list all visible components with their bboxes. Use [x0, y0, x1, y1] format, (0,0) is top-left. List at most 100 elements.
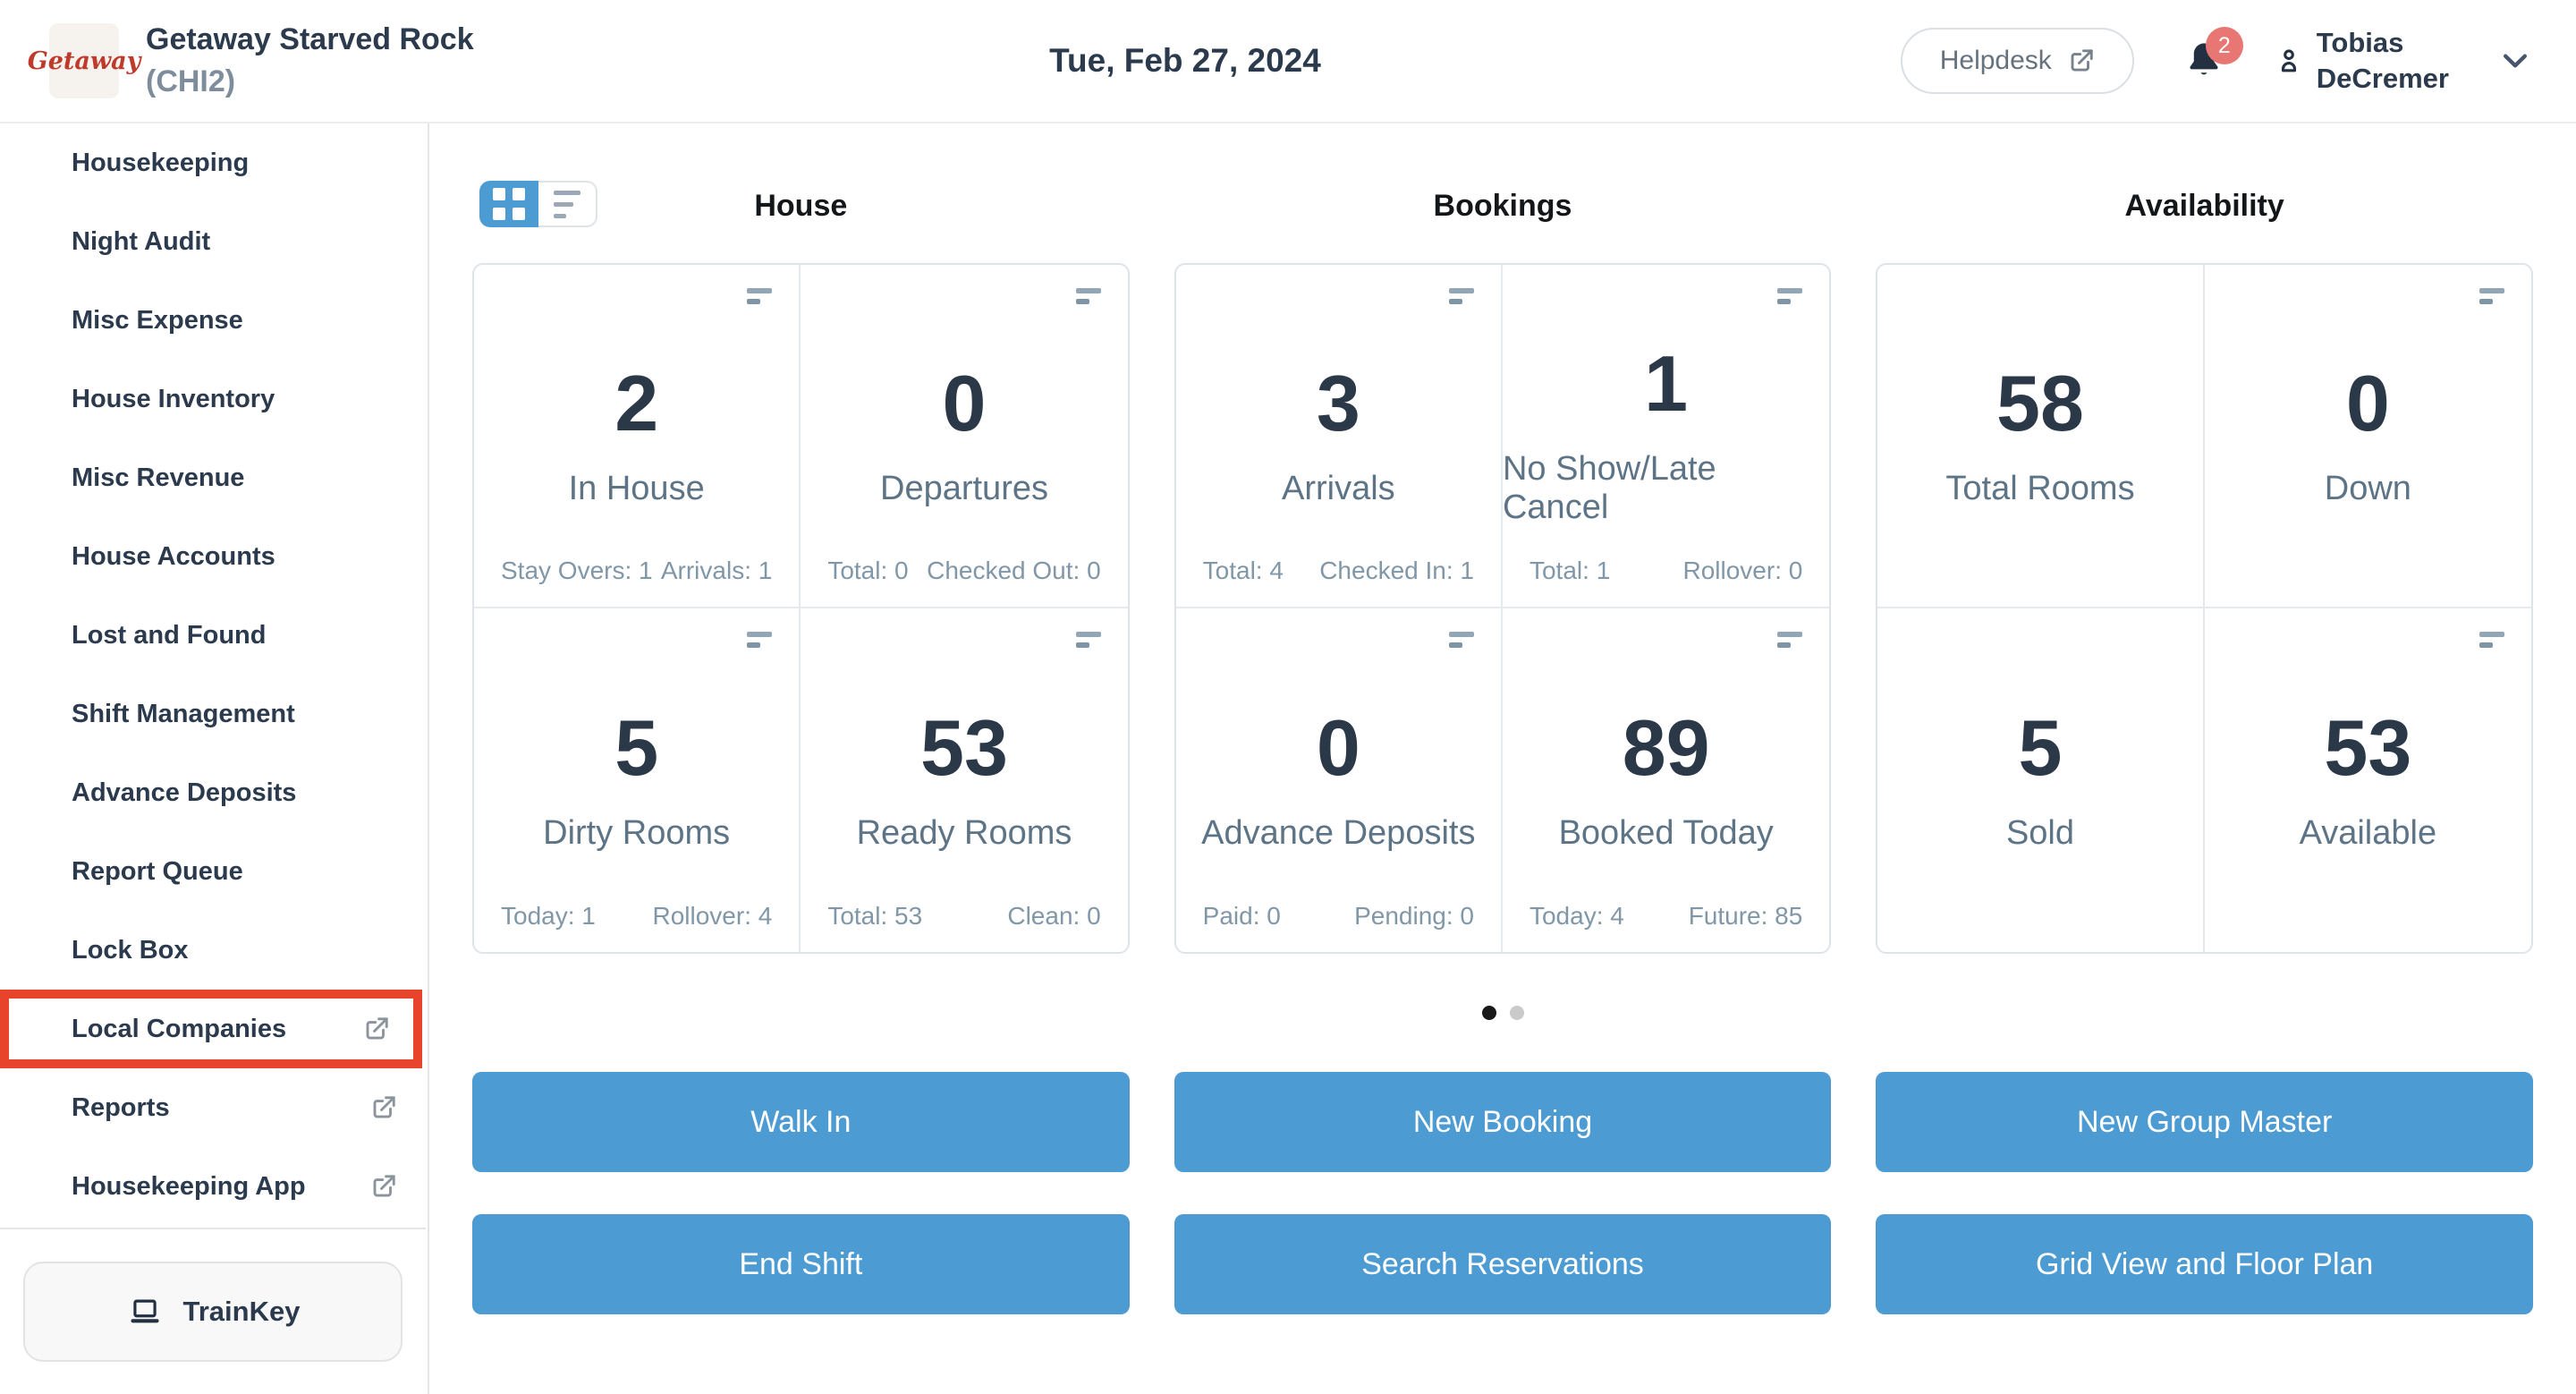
sidebar-item-housekeeping[interactable]: Housekeeping: [0, 123, 428, 202]
action-button-new-booking[interactable]: New Booking: [1174, 1072, 1832, 1172]
section-titles-row: House Bookings Availability: [472, 179, 2533, 233]
sidebar-item-label: House Inventory: [72, 384, 275, 413]
stat-label: Sold: [2005, 813, 2075, 852]
action-button-grid-view-and-floor-plan[interactable]: Grid View and Floor Plan: [1876, 1214, 2533, 1314]
external-link-icon: [366, 1017, 388, 1040]
card-menu-icon[interactable]: [1777, 288, 1803, 304]
user-menu[interactable]: Tobias DeCremer: [2274, 25, 2449, 98]
stat-card-dirty-rooms[interactable]: 5 Dirty Rooms Today: 1 Rollover: 4: [474, 608, 801, 952]
stat-detail-left: Today: 1: [501, 902, 596, 930]
action-button-search-reservations[interactable]: Search Reservations: [1174, 1214, 1832, 1314]
property-info: Getaway Starved Rock (CHI2): [146, 19, 474, 103]
property-name: Getaway Starved Rock: [146, 22, 474, 56]
sidebar-item-lock-box[interactable]: Lock Box: [0, 911, 428, 990]
stat-label: Booked Today: [1558, 813, 1774, 852]
sidebar-bottom-panel: TrainKey: [0, 1228, 426, 1394]
sidebar-item-report-queue[interactable]: Report Queue: [0, 832, 428, 911]
stat-label: Available: [2299, 813, 2437, 852]
sidebar-item-label: House Accounts: [72, 541, 275, 571]
laptop-icon: [130, 1299, 159, 1323]
stat-value: 0: [2345, 358, 2390, 447]
stat-card-group-bookings: 3 Arrivals Total: 4 Checked In: 1 1 No S…: [1174, 263, 1832, 954]
stat-detail-right: Future: 85: [1688, 902, 1803, 930]
sidebar-item-house-inventory[interactable]: House Inventory: [0, 360, 428, 438]
card-menu-icon[interactable]: [1075, 288, 1101, 304]
grid-view-toggle[interactable]: [479, 181, 538, 227]
stat-label: Ready Rooms: [856, 813, 1072, 852]
sidebar-item-misc-revenue[interactable]: Misc Revenue: [0, 438, 428, 517]
sidebar-item-label: Misc Revenue: [72, 463, 245, 492]
stat-card-sold[interactable]: 5 Sold: [1877, 608, 2205, 952]
carousel-dot-2[interactable]: [1509, 1006, 1524, 1020]
stat-card-down[interactable]: 0 Down: [2204, 265, 2531, 608]
card-menu-icon[interactable]: [1075, 632, 1101, 648]
stat-card-no-show-late-cancel[interactable]: 1 No Show/Late Cancel Total: 1 Rollover:…: [1502, 265, 1830, 608]
card-menu-icon[interactable]: [1448, 288, 1474, 304]
stat-card-departures[interactable]: 0 Departures Total: 0 Checked Out: 0: [801, 265, 1128, 608]
stat-card-booked-today[interactable]: 89 Booked Today Today: 4 Future: 85: [1503, 608, 1829, 952]
stat-detail-right: Rollover: 4: [652, 902, 773, 930]
sidebar-item-reports[interactable]: Reports: [0, 1068, 428, 1147]
sidebar-item-housekeeping-app[interactable]: Housekeeping App: [0, 1147, 428, 1226]
sidebar-item-house-accounts[interactable]: House Accounts: [0, 517, 428, 596]
stat-details: Today: 4 Future: 85: [1530, 902, 1802, 931]
stat-label: Departures: [880, 469, 1048, 507]
sidebar-item-night-audit[interactable]: Night Audit: [0, 202, 428, 281]
card-menu-icon[interactable]: [1448, 632, 1474, 648]
stat-detail-left: Stay Overs: 1: [501, 557, 653, 584]
external-link-icon: [373, 1175, 395, 1197]
notifications-button[interactable]: 2: [2182, 27, 2243, 84]
stat-card-group-availability: 58 Total Rooms 0 Down 5 Sold 53 Availabl…: [1876, 263, 2533, 954]
notification-badge: 2: [2205, 27, 2243, 64]
sidebar-item-misc-expense[interactable]: Misc Expense: [0, 281, 428, 360]
list-view-toggle[interactable]: [538, 181, 597, 227]
grid-view-icon: [493, 188, 525, 220]
carousel-dots: [472, 1006, 2533, 1020]
action-button-new-group-master[interactable]: New Group Master: [1876, 1072, 2533, 1172]
stat-label: Advance Deposits: [1201, 813, 1476, 852]
stat-value: 5: [614, 702, 659, 792]
sidebar-item-advance-deposits[interactable]: Advance Deposits: [0, 753, 428, 832]
chevron-down-icon[interactable]: [2497, 43, 2533, 79]
card-menu-icon[interactable]: [2479, 288, 2504, 304]
stat-details: Total: 53 Clean: 0: [827, 902, 1100, 931]
stat-card-arrivals[interactable]: 3 Arrivals Total: 4 Checked In: 1: [1175, 265, 1503, 608]
stat-value: 53: [2324, 702, 2412, 792]
trainkey-button[interactable]: TrainKey: [23, 1262, 402, 1362]
action-button-end-shift[interactable]: End Shift: [472, 1214, 1130, 1314]
stat-card-in-house[interactable]: 2 In House Stay Overs: 1 Arrivals: 1: [474, 265, 801, 608]
list-view-icon: [554, 190, 580, 218]
sidebar: Housekeeping Night Audit Misc Expense Ho…: [0, 123, 429, 1394]
stat-card-advance-deposits[interactable]: 0 Advance Deposits Paid: 0 Pending: 0: [1176, 608, 1503, 952]
card-menu-icon[interactable]: [1777, 632, 1803, 648]
stat-detail-right: Checked Out: 0: [927, 557, 1101, 584]
carousel-dot-1[interactable]: [1481, 1006, 1496, 1020]
card-menu-icon[interactable]: [747, 288, 773, 304]
app-logo[interactable]: Getaway: [28, 23, 140, 98]
stat-detail-left: Total: 0: [827, 557, 909, 584]
sidebar-item-label: Night Audit: [72, 226, 211, 256]
sidebar-item-shift-management[interactable]: Shift Management: [0, 675, 428, 753]
stat-details: Paid: 0 Pending: 0: [1203, 902, 1474, 931]
sidebar-item-label: Advance Deposits: [72, 778, 297, 807]
stat-card-total-rooms[interactable]: 58 Total Rooms: [1877, 265, 2205, 608]
current-date: Tue, Feb 27, 2024: [1049, 42, 1321, 79]
helpdesk-button[interactable]: Helpdesk: [1900, 28, 2134, 94]
stat-card-ready-rooms[interactable]: 53 Ready Rooms Total: 53 Clean: 0: [801, 608, 1127, 952]
stat-value: 0: [942, 358, 987, 447]
sidebar-item-local-companies[interactable]: Local Companies: [0, 990, 422, 1068]
action-button-walk-in[interactable]: Walk In: [472, 1072, 1130, 1172]
stat-value: 0: [1316, 702, 1360, 792]
trainkey-label: TrainKey: [182, 1296, 301, 1327]
sidebar-item-label: Misc Expense: [72, 305, 243, 335]
stat-detail-right: Clean: 0: [1007, 902, 1101, 930]
stat-detail-right: Rollover: 0: [1682, 557, 1803, 584]
stat-card-available[interactable]: 53 Available: [2205, 608, 2531, 952]
stat-detail-left: Total: 53: [827, 902, 923, 930]
card-menu-icon[interactable]: [2479, 632, 2504, 648]
action-buttons-row-1: Walk In New Booking New Group Master: [472, 1072, 2533, 1172]
sidebar-item-label: Report Queue: [72, 856, 243, 886]
card-menu-icon[interactable]: [747, 632, 773, 648]
stat-value: 58: [1996, 358, 2084, 447]
sidebar-item-lost-and-found[interactable]: Lost and Found: [0, 596, 428, 675]
